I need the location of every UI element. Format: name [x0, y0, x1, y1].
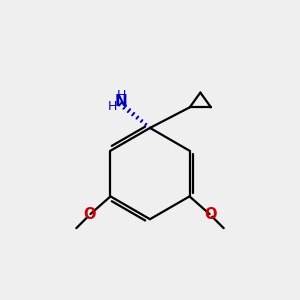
- Text: H: H: [108, 100, 117, 113]
- Text: O: O: [84, 207, 96, 222]
- Text: N: N: [114, 94, 127, 109]
- Text: O: O: [204, 207, 216, 222]
- Text: H: H: [117, 89, 126, 102]
